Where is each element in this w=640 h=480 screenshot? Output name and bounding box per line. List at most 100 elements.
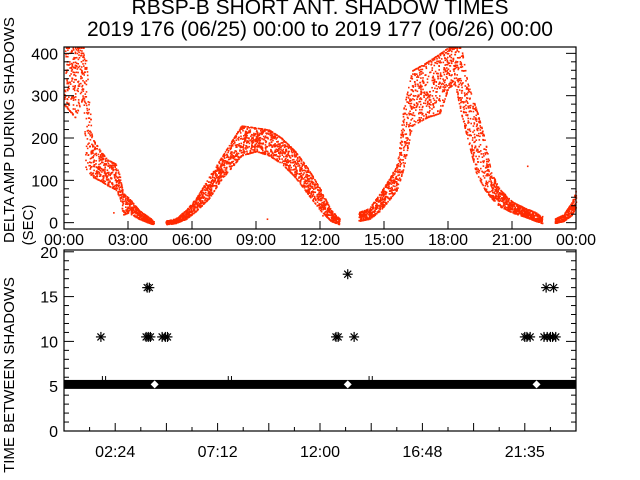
data-point: [482, 165, 485, 167]
data-point: [419, 84, 422, 86]
data-point: [281, 161, 283, 164]
data-point: [390, 189, 392, 191]
data-point: [250, 126, 252, 129]
data-point: [497, 189, 500, 191]
data-point: [451, 81, 454, 83]
data-point: [385, 191, 387, 193]
data-point: [384, 193, 386, 195]
data-point: [369, 217, 372, 219]
data-point: [193, 203, 195, 206]
data-point: [422, 112, 424, 115]
data-point: [126, 212, 129, 214]
data-point: [410, 102, 413, 105]
data-point: [444, 52, 447, 54]
data-point: [420, 73, 423, 75]
data-point: [241, 126, 244, 129]
data-point: [145, 219, 148, 221]
data-point: [247, 137, 250, 139]
data-point: [379, 206, 381, 208]
data-point: [229, 153, 232, 155]
data-point: [467, 85, 470, 87]
data-point: [431, 69, 433, 71]
data-point: [192, 201, 195, 204]
data-point: [449, 81, 452, 84]
data-point: [247, 140, 249, 142]
data-point: [311, 180, 313, 183]
data-point: [333, 217, 335, 219]
data-point: [183, 212, 185, 214]
data-point: [239, 132, 242, 134]
data-point: [312, 191, 315, 194]
data-point: [238, 158, 240, 160]
data-point: [225, 168, 228, 170]
data-point: [464, 111, 467, 114]
data-point: [256, 137, 258, 139]
data-point: [66, 98, 69, 101]
data-point: [456, 57, 459, 59]
data-point: [118, 182, 120, 184]
data-point: [477, 135, 480, 137]
data-point: [277, 140, 279, 143]
data-point: [130, 199, 132, 202]
data-point: [283, 139, 286, 142]
data-point: [139, 218, 142, 221]
data-point: [406, 137, 409, 139]
data-point: [233, 164, 235, 167]
data-point: [408, 113, 411, 116]
data-point: [211, 180, 214, 182]
data-point: [487, 153, 489, 155]
data-point: [259, 142, 261, 145]
data-point: [397, 157, 400, 160]
data-point: [124, 198, 127, 201]
data-point: [458, 78, 461, 80]
data-point: [337, 218, 340, 221]
data-point: [472, 137, 474, 139]
data-point: [388, 185, 390, 188]
data-point: [415, 68, 418, 70]
data-point: [66, 81, 69, 83]
data-point: [217, 179, 219, 181]
data-point: [71, 97, 73, 99]
data-point: [276, 155, 279, 158]
data-point: [335, 222, 338, 225]
data-point: [416, 90, 419, 93]
data-point: [469, 130, 472, 133]
data-point: [333, 219, 336, 222]
data-point: [449, 65, 451, 67]
data-point: [254, 127, 257, 129]
data-point: [481, 183, 484, 186]
data-point: [434, 62, 437, 64]
data-point: [137, 217, 139, 219]
data-point: [324, 203, 326, 205]
data-point: [475, 118, 478, 120]
data-point: [477, 168, 479, 170]
data-point: [181, 215, 183, 217]
data-point: [245, 148, 247, 150]
data-point: [419, 100, 422, 103]
data-point: [381, 191, 383, 194]
data-point: [369, 207, 372, 210]
data-point: [72, 66, 75, 68]
data-point: [296, 162, 298, 164]
data-point: [74, 85, 76, 87]
data-point: [428, 94, 431, 97]
data-point: [87, 78, 89, 81]
data-point: [381, 205, 383, 208]
data-point: [289, 155, 291, 157]
data-point: [198, 195, 201, 197]
data-point: [175, 219, 177, 222]
data-point: [217, 176, 220, 178]
data-point: [299, 168, 301, 171]
data-point: [394, 169, 397, 171]
data-point: [302, 161, 305, 164]
data-point: [300, 172, 303, 174]
data-point: [269, 139, 272, 141]
data-point: [315, 181, 318, 183]
data-point: [399, 179, 402, 182]
data-point: [126, 208, 129, 210]
data-point: [456, 47, 459, 49]
data-point: [98, 173, 101, 175]
data-point: [291, 147, 294, 150]
data-point: [478, 145, 480, 148]
data-point: [447, 68, 450, 70]
